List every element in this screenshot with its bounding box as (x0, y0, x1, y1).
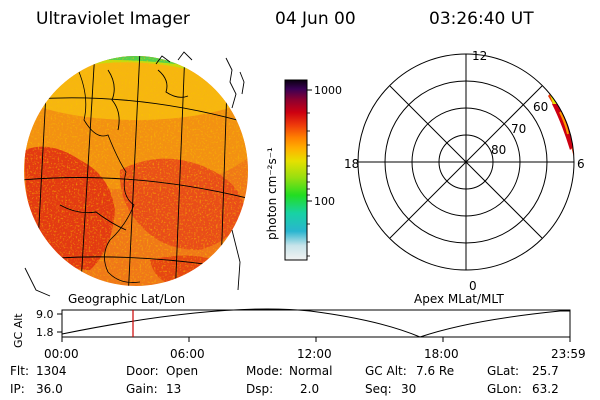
mlt-label-18: 18 (344, 157, 359, 171)
lat-label-70: 70 (511, 122, 526, 136)
glon-value: 63.2 (532, 382, 559, 396)
dsp-value: 2.0 (300, 382, 320, 396)
door-value: Open (166, 364, 199, 378)
glat-value: 25.7 (532, 364, 559, 378)
gain-label: Gain: (126, 382, 158, 396)
mlt-label-6: 6 (577, 157, 585, 171)
lat-label-80: 80 (491, 143, 506, 157)
instrument-title: Ultraviolet Imager (36, 9, 190, 29)
date-label: 04 Jun 00 (275, 9, 356, 29)
xtick-1200: 12:00 (297, 347, 332, 361)
xtick-0000: 00:00 (44, 347, 79, 361)
colorbar-tick-1000: 1000 (314, 84, 342, 97)
ip-value: 36.0 (36, 382, 63, 396)
ytick-1.8: 1.8 (36, 326, 54, 339)
xtick-2359: 23:59 (551, 347, 586, 361)
ip-label: IP: (10, 382, 25, 396)
glat-label: GLat: (487, 364, 520, 378)
lat-label-60: 60 (533, 100, 548, 114)
seq-label: Seq: (365, 382, 392, 396)
seq-value: 30 (401, 382, 417, 396)
mlt-label-12: 12 (472, 49, 487, 63)
altitude-ylabel: GC Alt (12, 313, 25, 348)
mode-value: Normal (289, 364, 333, 378)
geographic-globe-image (24, 51, 248, 297)
colorbar: 1000 100 photon cm⁻²s⁻¹ (265, 79, 342, 261)
time-label: 03:26:40 UT (429, 9, 534, 29)
xtick-0600: 06:00 (170, 347, 205, 361)
xtick-1800: 18:00 (424, 347, 459, 361)
altitude-curve (61, 308, 570, 338)
flt-value: 1304 (36, 364, 67, 378)
flt-label: Flt: (10, 364, 29, 378)
dsp-label: Dsp: (246, 382, 274, 396)
colorbar-title: photon cm⁻²s⁻¹ (265, 147, 279, 240)
glon-label: GLon: (487, 382, 522, 396)
ytick-9: 9.0 (36, 308, 54, 321)
right-panel-caption: Apex MLat/MLT (414, 292, 504, 306)
left-panel-caption: Geographic Lat/Lon (68, 292, 186, 306)
polar-plot: 12 18 6 0 80 70 60 (344, 49, 585, 293)
mlt-label-0: 0 (469, 279, 477, 293)
mode-label: Mode: (246, 364, 283, 378)
gcalt-value: 7.6 Re (416, 364, 455, 378)
door-label: Door: (126, 364, 159, 378)
altitude-plot: 9.0 1.8 GC Alt 00:00 06:00 12:00 18:00 2… (12, 308, 586, 361)
gain-value: 13 (166, 382, 182, 396)
gcalt-label: GC Alt: (365, 364, 407, 378)
colorbar-tick-100: 100 (314, 195, 335, 208)
